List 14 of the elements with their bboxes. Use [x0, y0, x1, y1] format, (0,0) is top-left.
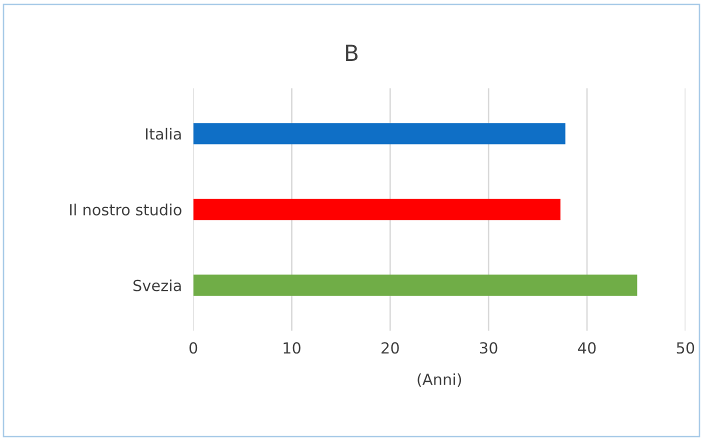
x-tick-label: 10: [284, 342, 300, 354]
x-tick-label: 40: [578, 342, 596, 354]
y-tick-label: Il nostro studio: [70, 204, 182, 216]
x-tick-label: 20: [382, 342, 399, 354]
y-tick-label: Italia: [146, 128, 181, 140]
chart-title: B: [346, 44, 358, 61]
x-tick-label: 0: [189, 342, 198, 354]
x-tick-label: 50: [676, 342, 694, 354]
bar: [193, 123, 566, 144]
bar: [193, 274, 638, 296]
y-tick-label: Svezia: [133, 279, 181, 292]
bar: [193, 198, 560, 220]
x-axis-title: (Anni): [418, 373, 462, 387]
x-tick-label: 30: [480, 342, 498, 354]
